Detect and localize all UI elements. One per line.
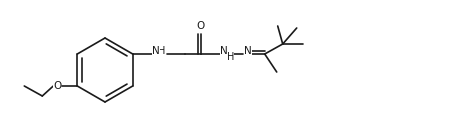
Text: N: N [244,46,251,56]
Text: O: O [53,81,61,91]
Text: H: H [227,52,234,62]
Text: N: N [220,46,228,56]
Text: H: H [158,46,165,56]
Text: N: N [152,46,159,56]
Text: O: O [196,21,205,31]
